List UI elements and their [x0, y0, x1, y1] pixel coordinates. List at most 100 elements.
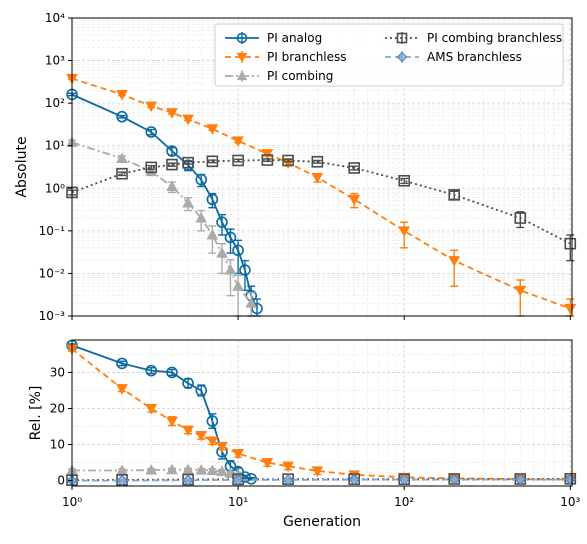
triangle-down-marker [145, 403, 158, 415]
triangle-down-marker [166, 108, 178, 119]
y-tick-label: 10⁻³ [39, 309, 66, 323]
y-tick-label: 20 [50, 401, 65, 415]
series-line [71, 348, 571, 481]
legend-box [214, 23, 564, 87]
triangle-up-marker [216, 247, 228, 258]
y-tick-label: 10¹ [45, 139, 65, 153]
triangle-up-marker [245, 297, 258, 308]
circle-marker [216, 216, 228, 228]
triangle-down-marker [116, 89, 128, 101]
circle-marker [195, 384, 208, 397]
circle-marker [166, 366, 178, 379]
y-tick-label: 10³ [45, 54, 65, 68]
triangle-up-marker [224, 264, 237, 275]
circle-marker [195, 173, 208, 186]
triangle-down-marker [182, 114, 194, 126]
triangle-down-marker [448, 256, 461, 267]
circle-marker [251, 302, 263, 315]
square-marker [311, 155, 324, 168]
series-pi-branchless [66, 344, 577, 486]
circle-marker [206, 193, 219, 206]
y-tick-label: 10² [45, 96, 65, 110]
series-pi-combing [66, 463, 244, 480]
square-marker [261, 154, 274, 166]
square-marker [166, 158, 178, 171]
series-pi-combing-branchless [66, 154, 577, 262]
triangle-up-marker [195, 464, 208, 475]
triangle-down-marker [166, 416, 178, 428]
diamond-marker [182, 474, 194, 486]
legend-item: PI branchless [225, 50, 347, 64]
bottom-grid [71, 340, 572, 486]
triangle-up-marker [166, 463, 178, 475]
triangle-down-marker [206, 436, 219, 447]
diamond-marker [232, 474, 244, 486]
diamond-marker [514, 473, 526, 486]
circle-marker [224, 231, 237, 244]
legend-label: PI combing [267, 69, 333, 83]
square-marker [448, 189, 460, 201]
triangle-up-marker [116, 152, 128, 164]
x-tick-label: 10³ [560, 495, 580, 509]
series-line [71, 77, 571, 310]
triangle-down-marker [564, 304, 577, 315]
circle-marker [232, 244, 244, 257]
circle-marker [239, 264, 251, 276]
triangle-down-marker [261, 458, 274, 469]
top-y-axis-title: Absolute [14, 136, 30, 197]
y-tick-label: 10 [50, 438, 65, 452]
series-line [71, 93, 258, 309]
triangle-up-marker [206, 228, 219, 240]
square-marker [206, 155, 219, 168]
square-marker [348, 162, 360, 174]
circle-marker [182, 377, 194, 390]
top-ticks: 10⁻³ 10⁻² 10⁻¹ 10⁰ 10¹ 10² 10³ 10⁴ [39, 11, 571, 323]
triangle-down-marker [514, 285, 527, 297]
triangle-up-marker [166, 180, 178, 192]
diamond-marker [398, 473, 410, 486]
y-tick-label: 0 [57, 474, 65, 488]
series-pi-analog [66, 88, 263, 317]
diamond-marker [564, 473, 576, 486]
triangle-up-marker [216, 465, 228, 477]
y-tick-label: 10⁰ [45, 181, 65, 195]
square-marker [232, 154, 244, 167]
square-marker [398, 174, 410, 187]
legend-label: PI combing branchless [427, 31, 562, 45]
diamond-marker [282, 474, 294, 486]
x-tick-label: 10² [394, 495, 414, 509]
circle-marker [236, 32, 248, 44]
triangle-down-marker [145, 101, 158, 113]
legend: PI analog PI combing branchless PI branchl… [214, 23, 564, 87]
diamond-marker [448, 473, 460, 486]
circle-marker [145, 364, 158, 377]
square-marker [182, 156, 194, 169]
triangle-up-marker [206, 464, 219, 475]
series-line [71, 159, 571, 245]
series-line [71, 141, 252, 304]
circle-marker [116, 110, 128, 123]
y-tick-label: 10⁻² [39, 266, 66, 280]
square-marker [116, 167, 128, 180]
triangle-down-marker [232, 136, 244, 147]
circle-marker [145, 126, 158, 138]
y-tick-label: 10⁻¹ [39, 224, 66, 238]
y-tick-label: 30 [50, 365, 65, 379]
circle-marker [206, 415, 219, 427]
triangle-down-marker [282, 461, 294, 473]
triangle-up-marker [232, 280, 244, 291]
bottom-ticks: 0 10 20 30 10⁰ 10¹ 10² 10³ [50, 365, 581, 509]
y-tick-label: 10⁴ [45, 11, 65, 25]
triangle-up-marker [236, 70, 248, 81]
triangle-down-marker [311, 466, 324, 477]
bottom-frame [71, 339, 573, 487]
square-marker [282, 154, 294, 167]
circle-marker [166, 145, 178, 157]
series-ams-branchless [66, 473, 576, 487]
triangle-down-marker [348, 194, 361, 206]
triangle-up-marker [145, 464, 158, 475]
triangle-down-marker [195, 431, 208, 442]
legend-label: PI analog [267, 31, 322, 45]
series-pi-branchless [66, 73, 577, 317]
